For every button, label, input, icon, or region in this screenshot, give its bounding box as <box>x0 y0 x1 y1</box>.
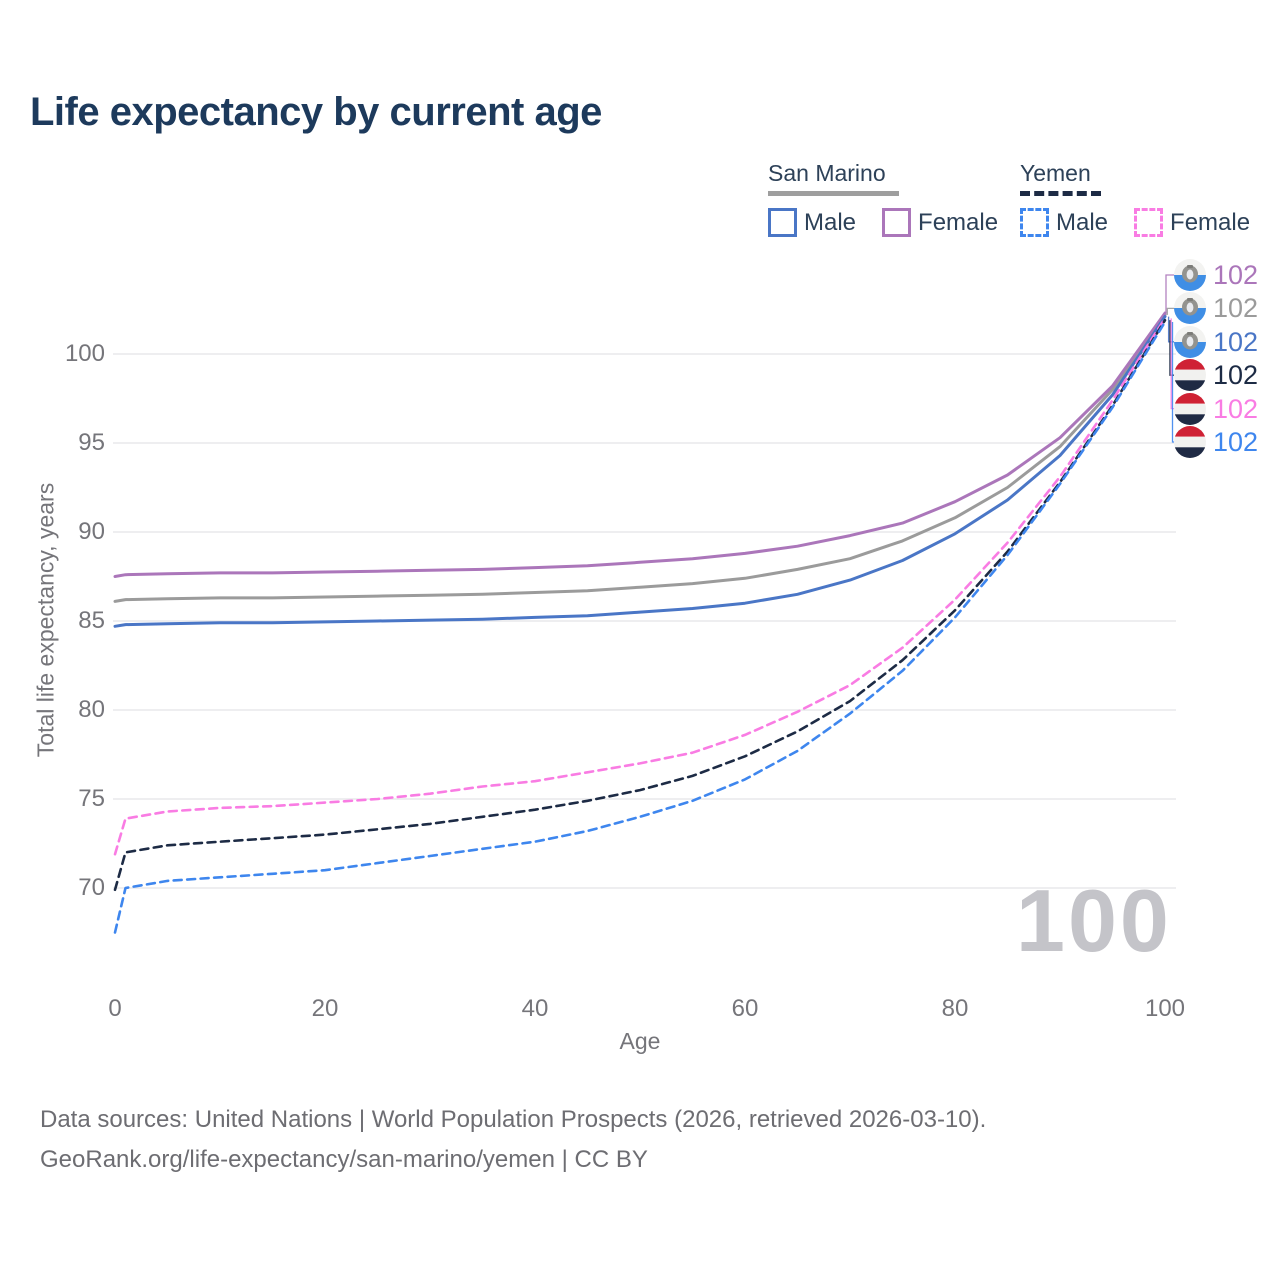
y-tick-85: 85 <box>78 607 105 634</box>
footer-attribution: GeoRank.org/life-expectancy/san-marino/y… <box>40 1146 648 1173</box>
line-san-marino-female <box>113 311 1167 578</box>
legend-item-yemen-female[interactable]: Female <box>1134 208 1250 237</box>
san-marino-flag-icon <box>1174 326 1206 358</box>
legend-label-yemen-female: Female <box>1170 208 1251 236</box>
end-value-san-marino-both: 102 <box>1213 292 1259 323</box>
san-marino-flag-icon <box>1174 292 1206 324</box>
end-value-san-marino-male: 102 <box>1213 326 1259 357</box>
legend-country-yemen: Yemen <box>1020 160 1091 186</box>
end-value-yemen-both: 102 <box>1213 359 1259 390</box>
legend-item-san-marino-female[interactable]: Female <box>882 208 998 237</box>
legend-label-san-marino-female: Female <box>918 208 999 236</box>
end-value-yemen-female: 102 <box>1213 393 1259 424</box>
y-tick-100: 100 <box>64 340 105 367</box>
age-watermark: 100 <box>1016 871 1172 970</box>
line-san-marino-male <box>113 315 1167 628</box>
san-marino-flag-icon <box>1174 259 1206 291</box>
end-label-row-yemen-both: 102 <box>1174 359 1258 391</box>
y-tick-90: 90 <box>78 518 105 545</box>
x-tick-80: 80 <box>941 995 969 1022</box>
end-value-yemen-male: 102 <box>1213 426 1259 457</box>
san-marino-female-swatch-icon[interactable] <box>882 208 912 237</box>
yemen-flag-icon <box>1174 426 1206 458</box>
end-value-san-marino-female: 102 <box>1213 259 1259 290</box>
legend-item-yemen-male[interactable]: Male <box>1020 208 1108 237</box>
x-tick-0: 0 <box>108 995 122 1022</box>
x-tick-40: 40 <box>521 995 549 1022</box>
yemen-female-swatch-icon[interactable] <box>1134 208 1164 237</box>
legend-item-san-marino-male[interactable]: Male <box>768 208 856 237</box>
yemen-male-swatch-icon[interactable] <box>1020 208 1049 237</box>
yemen-flag-icon <box>1174 359 1206 391</box>
legend-linestyle-yemen <box>1020 191 1101 196</box>
page-title: Life expectancy by current age <box>30 90 602 134</box>
x-tick-20: 20 <box>311 995 339 1022</box>
line-yemen-male <box>113 320 1167 934</box>
legend-label-yemen-male: Male <box>1056 208 1109 236</box>
y-tick-80: 80 <box>78 696 105 723</box>
chart-canvas <box>113 274 1176 934</box>
y-axis-title: Total life expectancy, years <box>32 482 59 758</box>
yemen-flag-icon <box>1174 393 1206 425</box>
legend-group-yemen: Yemen Male Female <box>1020 160 1250 237</box>
legend-country-san-marino: San Marino <box>768 160 886 186</box>
y-tick-70: 70 <box>78 874 105 901</box>
end-label-row-san-marino-female: 102 <box>1174 259 1258 291</box>
y-tick-95: 95 <box>78 429 105 456</box>
legend-label-san-marino-male: Male <box>804 208 857 236</box>
x-axis-title: Age <box>619 1028 661 1054</box>
legend-linestyle-san-marino <box>768 191 899 196</box>
end-label-row-yemen-female: 102 <box>1174 393 1258 425</box>
line-yemen-both-sexes <box>113 318 1167 892</box>
x-tick-100: 100 <box>1144 995 1186 1022</box>
end-label-row-yemen-male: 102 <box>1174 426 1258 458</box>
y-tick-75: 75 <box>78 785 105 812</box>
x-tick-60: 60 <box>731 995 759 1022</box>
san-marino-male-swatch-icon[interactable] <box>768 208 797 237</box>
legend-group-san-marino: San Marino Male Female <box>768 160 998 237</box>
footer-data-sources: Data sources: United Nations | World Pop… <box>40 1106 987 1133</box>
end-label-row-san-marino-male: 102 <box>1174 326 1258 358</box>
end-label-row-san-marino-both: 102 <box>1174 292 1258 324</box>
line-san-marino-both-sexes <box>113 313 1167 603</box>
line-yemen-female <box>113 317 1167 856</box>
